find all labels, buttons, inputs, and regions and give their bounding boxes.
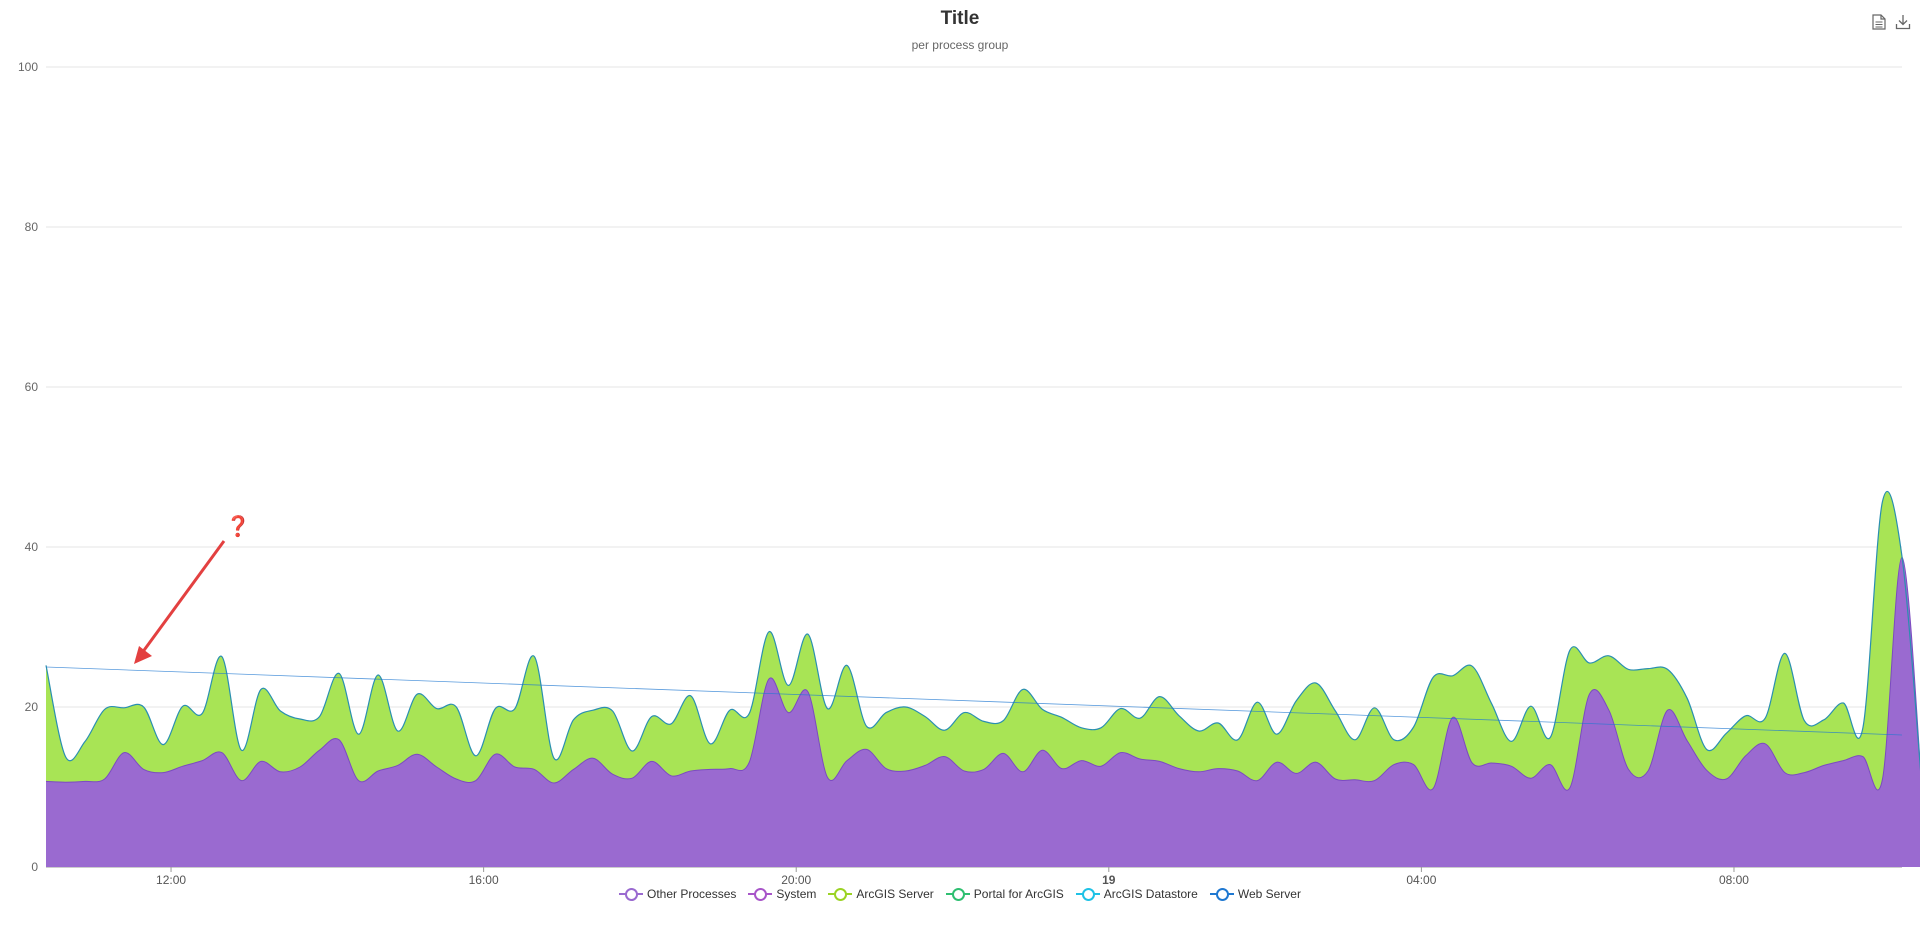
legend-label: Other Processes (647, 887, 737, 901)
x-tick-label: 12:00 (156, 873, 186, 887)
download-icon (1895, 15, 1911, 30)
x-tick-label: 19 (1102, 873, 1116, 887)
annotation-arrowhead (134, 646, 152, 664)
y-tick-label: 60 (25, 380, 39, 394)
legend-item[interactable]: System (748, 887, 816, 901)
annotation-arrow (140, 540, 226, 654)
legend-item[interactable]: Web Server (1209, 887, 1301, 901)
legend-symbol-icon (828, 887, 853, 901)
save-as-image-button[interactable] (1894, 13, 1912, 31)
legend-symbol-icon (748, 887, 773, 901)
legend-symbol-icon (945, 887, 970, 901)
y-tick-label: 80 (25, 220, 39, 234)
series-line-other-processes (45, 556, 1920, 791)
annotation-question-icon: ❓ (226, 514, 251, 538)
y-tick-label: 0 (31, 860, 38, 874)
x-tick-label: 20:00 (781, 873, 811, 887)
y-tick-label: 100 (18, 60, 38, 74)
series-area-other-processes (46, 557, 1920, 867)
legend-item[interactable]: ArcGIS Datastore (1075, 887, 1198, 901)
series-area-arcgis-server (46, 491, 1920, 791)
document-icon (1872, 14, 1886, 30)
legend-symbol-icon (619, 887, 644, 901)
chart-subtitle: per process group (911, 38, 1009, 52)
legend-label: ArcGIS Datastore (1103, 887, 1198, 901)
legend-item[interactable]: Portal for ArcGIS (945, 887, 1064, 901)
series-line-web-server (45, 666, 1903, 736)
chart-title: Title (940, 8, 980, 29)
legend-symbol-icon (1209, 887, 1234, 901)
legend-symbol-icon (1075, 887, 1100, 901)
legend-label: Portal for ArcGIS (973, 887, 1064, 901)
x-tick-label: 04:00 (1406, 873, 1436, 887)
y-tick-label: 40 (25, 540, 39, 554)
x-tick-label: 16:00 (469, 873, 499, 887)
legend-item[interactable]: Other Processes (619, 887, 736, 901)
legend: Other Processes System ArcGIS Server Portal… (0, 887, 1920, 901)
legend-label: Web Server (1237, 887, 1301, 901)
data-view-button[interactable] (1870, 13, 1888, 31)
x-tick-label: 08:00 (1719, 873, 1749, 887)
series-line-arcgis-server (45, 490, 1920, 772)
toolbox (1870, 13, 1912, 31)
legend-label: ArcGIS Server (856, 887, 934, 901)
y-tick-label: 20 (25, 700, 39, 714)
legend-item[interactable]: ArcGIS Server (828, 887, 934, 901)
legend-label: System (776, 887, 817, 901)
